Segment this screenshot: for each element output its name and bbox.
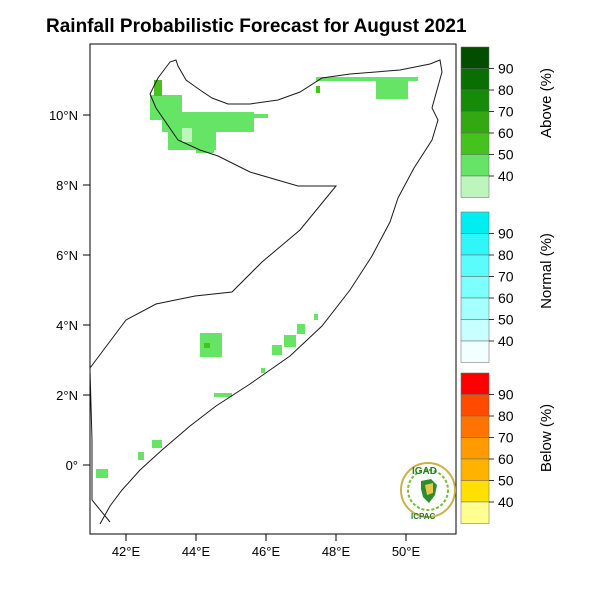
colorbar-above-segment [460,175,490,198]
shade-nw-1 [150,95,182,120]
shade-coast-3 [297,324,305,334]
shade-central-dark [204,343,210,348]
colorbar-normal-segment [460,211,490,234]
colorbar-below: 90 80 70 60 50 40 [460,372,514,524]
y-tick-label: 8°N [56,178,78,193]
kenya-border [89,369,111,523]
colorbar-above-label: 90 [498,61,514,77]
colorbar-above-label: 70 [498,104,514,120]
shade-nw-4 [254,114,268,118]
shade-nw-3 [196,145,214,153]
colorbar-below-segment [460,437,490,460]
colorbar-below-segment [460,501,490,524]
colorbar-above-label: 80 [498,82,514,98]
colorbar-normal-segment [460,276,490,299]
colorbar-normal-segment [460,340,490,363]
colorbar-normal-segment [460,319,490,342]
shade-nw-dark [154,80,162,96]
colorbar-below-segment [460,394,490,417]
colorbar-normal-label: 40 [498,333,514,349]
colorbar-normal-label: 90 [498,226,514,242]
colorbar-above-segment [460,68,490,91]
country-boundaries [89,59,443,525]
shade-coast-2 [284,335,296,347]
colorbar-normal-title: Normal (%) [538,233,555,309]
coastline [99,59,443,525]
y-tick-label: 0° [66,458,78,473]
icpac-logo [400,462,456,518]
colorbar-normal-label: 50 [498,312,514,328]
colorbar-above-segment [460,111,490,134]
logo-bottom-text: ICPAC [411,512,436,521]
colorbar-below-label: 60 [498,451,514,467]
shade-coast-6 [214,393,232,397]
x-tick-label: 44°E [182,544,211,559]
colorbar-below-segment [460,480,490,503]
shade-central [200,333,222,357]
logo-top-text: IGAD [412,466,437,477]
shade-coast-1 [272,345,282,355]
shade-nw-light [182,128,192,142]
colorbar-normal-segment [460,254,490,277]
shade-south-3 [96,469,108,478]
chart-title: Rainfall Probabilistic Forecast for Augu… [46,16,467,37]
shade-south-2 [138,452,144,460]
x-tick-label: 46°E [252,544,281,559]
colorbar-above-label: 60 [498,125,514,141]
colorbar-above-segment [460,154,490,177]
colorbar-below-label: 50 [498,473,514,489]
ethiopia-border [89,93,338,369]
y-tick-label: 10°N [49,108,78,123]
colorbar-below-label: 40 [498,494,514,510]
y-tick-label: 6°N [56,248,78,263]
shade-nw-main [162,112,254,132]
shade-coast-4 [314,314,318,320]
shade-ne-block [376,80,408,99]
colorbar-below-label: 90 [498,387,514,403]
shade-ne-dark [316,86,320,93]
x-tick-label: 42°E [112,544,141,559]
x-tick-label: 50°E [392,544,421,559]
above-normal-shading [96,77,418,478]
shade-south-1 [152,440,162,448]
map-frame [89,43,457,535]
colorbar-below-segment [460,458,490,481]
x-axis [125,534,407,541]
colorbar-normal-label: 80 [498,247,514,263]
shade-coast-5 [261,368,265,373]
colorbar-below-label: 70 [498,430,514,446]
colorbar-above-segment [460,89,490,112]
colorbar-normal-label: 70 [498,269,514,285]
x-tick-label: 48°E [322,544,351,559]
colorbar-above-segment [460,46,490,69]
colorbar-below-segment [460,415,490,438]
shade-ne-line [316,77,418,81]
colorbar-above-title: Above (%) [538,68,555,138]
colorbar-normal-segment [460,297,490,320]
colorbar-above-label: 40 [498,168,514,184]
colorbar-below-title: Below (%) [538,404,555,472]
colorbar-below-label: 80 [498,408,514,424]
colorbar-above-label: 50 [498,147,514,163]
colorbar-normal: 90 80 70 60 50 40 [460,211,514,363]
colorbar-normal-segment [460,233,490,256]
colorbar-above-segment [460,132,490,155]
y-tick-label: 2°N [56,388,78,403]
y-tick-label: 4°N [56,318,78,333]
colorbar-above: 90 80 70 60 50 40 [460,46,514,198]
colorbar-normal-label: 60 [498,290,514,306]
colorbar-below-segment [460,372,490,395]
y-axis [83,114,90,466]
